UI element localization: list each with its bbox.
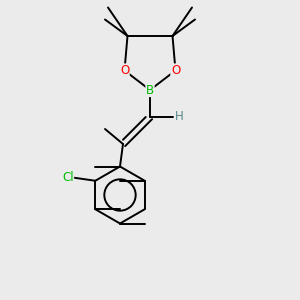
- Text: B: B: [146, 83, 154, 97]
- Text: O: O: [171, 64, 180, 77]
- Text: Cl: Cl: [62, 171, 74, 184]
- Text: H: H: [175, 110, 184, 124]
- Text: O: O: [120, 64, 129, 77]
